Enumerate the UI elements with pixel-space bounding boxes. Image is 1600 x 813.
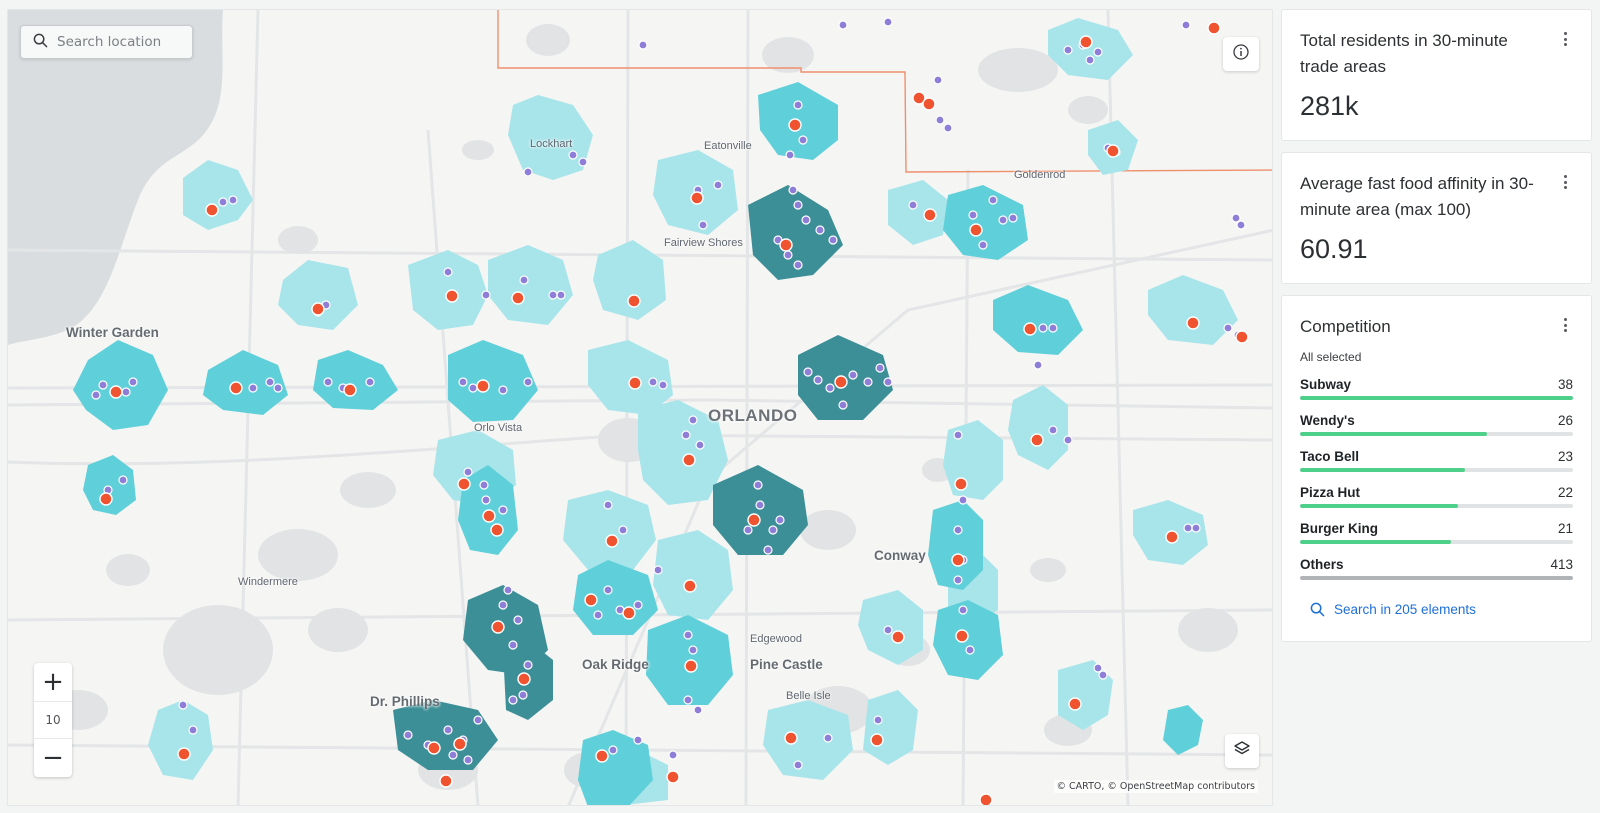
more-options-icon[interactable] <box>1563 175 1567 189</box>
zoom-level: 10 <box>34 701 72 739</box>
competition-name: Others <box>1300 556 1344 572</box>
label-dr-phillips: Dr. Phillips <box>370 694 440 709</box>
widget-competition-title: Competition <box>1300 317 1391 336</box>
label-eatonville: Eatonville <box>704 140 752 152</box>
competition-count: 26 <box>1557 412 1573 428</box>
more-options-icon[interactable] <box>1563 32 1567 46</box>
competition-row[interactable]: Subway 38 <box>1300 377 1573 400</box>
info-button[interactable] <box>1223 37 1259 71</box>
map-attribution: © CARTO, © OpenStreetMap contributors <box>1053 780 1258 793</box>
layers-icon <box>1233 740 1251 762</box>
label-goldenrod: Goldenrod <box>1014 169 1066 181</box>
competition-name: Pizza Hut <box>1300 484 1361 500</box>
store-points <box>99 21 1249 805</box>
competition-count: 38 <box>1557 376 1573 392</box>
competition-bar <box>1300 503 1459 508</box>
map-basemap <box>8 10 1272 805</box>
info-icon <box>1233 44 1249 64</box>
competition-subtitle: All selected <box>1300 349 1362 364</box>
competition-row[interactable]: Pizza Hut 22 <box>1300 485 1573 508</box>
competition-count: 23 <box>1557 448 1573 464</box>
competition-bar <box>1300 575 1573 580</box>
zoom-out-button[interactable]: − <box>42 743 64 773</box>
county-boundary <box>497 10 1272 173</box>
widget-affinity-title: Average fast food affinity in 30-minute … <box>1300 174 1534 219</box>
label-belle-isle: Belle Isle <box>786 690 831 702</box>
competition-bar <box>1300 539 1451 544</box>
competition-name: Subway <box>1300 376 1352 392</box>
competition-bar <box>1300 395 1573 400</box>
label-oak-ridge: Oak Ridge <box>582 657 649 672</box>
competition-bar-track <box>1300 467 1573 472</box>
label-lockhart: Lockhart <box>530 138 573 150</box>
map-canvas[interactable]: Winter Garden Orlo Vista ORLANDO Conway … <box>7 9 1273 806</box>
competition-bar-track <box>1300 575 1573 580</box>
trade-areas <box>73 18 1238 805</box>
label-conway: Conway <box>874 548 926 563</box>
competition-name: Taco Bell <box>1300 448 1360 464</box>
competitor-points <box>91 17 1246 770</box>
label-windermere: Windermere <box>238 576 298 588</box>
search-elements-link[interactable]: Search in 205 elements <box>1300 602 1573 617</box>
widget-residents: Total residents in 30-minute trade areas… <box>1281 9 1592 141</box>
competition-count: 413 <box>1550 556 1573 572</box>
search-location-box[interactable] <box>20 25 193 59</box>
competition-count: 21 <box>1557 520 1573 536</box>
search-icon <box>1310 602 1325 616</box>
competition-row[interactable]: Others 413 <box>1300 557 1573 580</box>
search-elements-label: Search in 205 elements <box>1334 601 1476 617</box>
competition-bar-track <box>1300 503 1573 508</box>
zoom-in-button[interactable]: + <box>42 667 64 697</box>
widget-competition: Competition All selected Subway 38 Wendy'… <box>1281 295 1592 642</box>
competition-bar <box>1300 467 1466 472</box>
competition-count: 22 <box>1557 484 1573 500</box>
widget-residents-title: Total residents in 30-minute trade areas <box>1300 31 1508 76</box>
widget-residents-value: 281k <box>1300 91 1359 121</box>
layers-button[interactable] <box>1225 734 1259 768</box>
label-edgewood: Edgewood <box>750 633 802 645</box>
widget-affinity: Average fast food affinity in 30-minute … <box>1281 152 1592 284</box>
label-pine-castle: Pine Castle <box>750 657 823 672</box>
label-orlando: ORLANDO <box>708 406 798 425</box>
label-fairview-shores: Fairview Shores <box>664 237 743 249</box>
competition-name: Wendy's <box>1300 412 1355 428</box>
widget-affinity-value: 60.91 <box>1300 234 1368 264</box>
more-options-icon[interactable] <box>1563 318 1567 332</box>
search-icon <box>33 33 48 52</box>
lake-apopka <box>8 10 223 345</box>
label-orlo-vista: Orlo Vista <box>474 422 523 434</box>
competition-bar <box>1300 431 1487 436</box>
zoom-control: + 10 − <box>34 663 72 777</box>
competition-bar-track <box>1300 395 1573 400</box>
competition-bar-track <box>1300 431 1573 436</box>
competition-row[interactable]: Burger King 21 <box>1300 521 1573 544</box>
competition-bar-track <box>1300 539 1573 544</box>
label-winter-garden: Winter Garden <box>66 325 159 340</box>
competition-row[interactable]: Wendy's 26 <box>1300 413 1573 436</box>
search-location-input[interactable] <box>57 34 177 50</box>
competition-name: Burger King <box>1300 520 1379 536</box>
competition-row[interactable]: Taco Bell 23 <box>1300 449 1573 472</box>
